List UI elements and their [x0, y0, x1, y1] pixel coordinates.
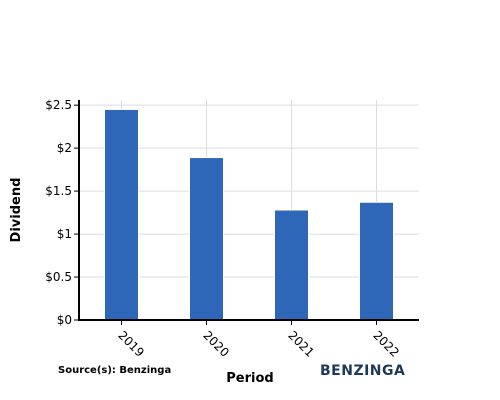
y-tick-label: $2.5 — [45, 98, 72, 112]
bar-2022 — [359, 201, 394, 321]
y-tick-label: $1 — [57, 227, 72, 241]
axes — [74, 100, 419, 325]
y-tick-label: $1.5 — [45, 184, 72, 198]
y-tick-labels: $0 $0.5 $1 $1.5 $2 $2.5 — [45, 98, 72, 327]
bar-2021 — [274, 209, 309, 321]
y-tick-label: $2 — [57, 141, 72, 155]
bar-2020 — [189, 157, 224, 321]
x-axis-title: Period — [226, 371, 273, 386]
x-tick-label: 2022 — [370, 328, 401, 359]
bar-2019 — [104, 108, 139, 321]
source-label: Source(s): Benzinga — [58, 365, 171, 376]
x-tick-label: 2021 — [285, 328, 316, 359]
y-tick-label: $0.5 — [45, 270, 72, 284]
x-tick-labels: 2019 2020 2021 2022 — [115, 328, 401, 359]
x-tick-label: 2019 — [115, 328, 146, 359]
y-tick-label: $0 — [57, 313, 72, 327]
benzinga-logo: BENZINGA — [320, 363, 405, 379]
bars — [104, 108, 394, 321]
y-axis-title: Dividend — [9, 178, 24, 243]
x-tick-label: 2020 — [200, 328, 231, 359]
